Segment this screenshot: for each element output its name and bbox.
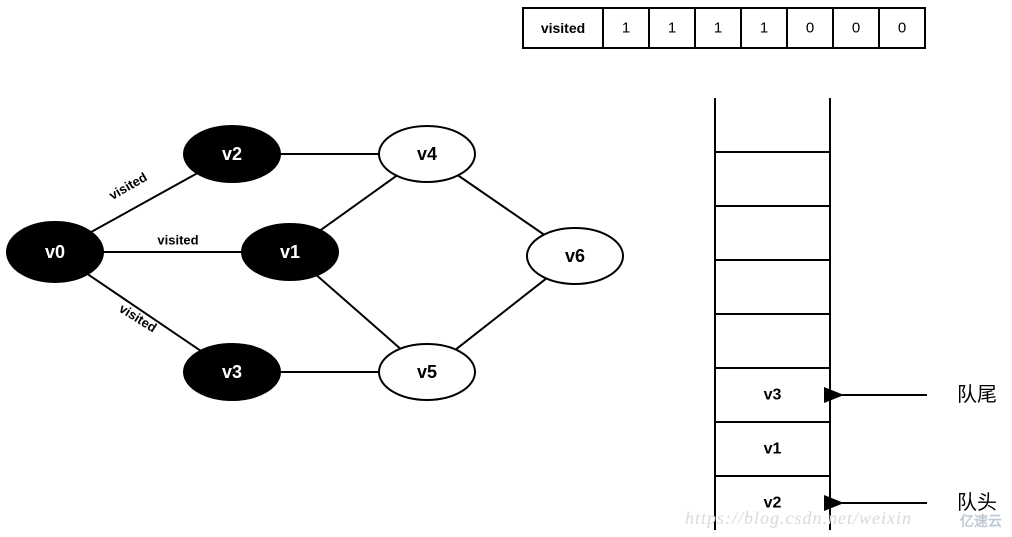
node-label: v5 xyxy=(417,362,437,382)
node-label: v2 xyxy=(222,144,242,164)
node-label: v4 xyxy=(417,144,437,164)
node-label: v3 xyxy=(222,362,242,382)
queue-pointer-label: 队尾 xyxy=(957,383,997,406)
visited-cell: 1 xyxy=(622,20,630,37)
node-label: v6 xyxy=(565,246,585,266)
edge xyxy=(320,176,396,231)
queue-cell: v1 xyxy=(764,441,782,458)
edge xyxy=(456,278,547,349)
visited-cell: 0 xyxy=(806,20,814,37)
edge-label: visited xyxy=(117,301,160,336)
visited-cell: 1 xyxy=(714,20,722,37)
queue-cell: v3 xyxy=(764,387,782,404)
visited-cell: 0 xyxy=(852,20,860,37)
node-label: v1 xyxy=(280,242,300,262)
queue-pointer-label: 队头 xyxy=(957,491,997,514)
edge xyxy=(458,175,544,234)
visited-cell: 1 xyxy=(668,20,676,37)
queue-cell: v2 xyxy=(764,495,782,512)
visited-cell: 0 xyxy=(898,20,906,37)
visited-cell: 1 xyxy=(760,20,768,37)
edge-label: visited xyxy=(106,169,149,203)
edge xyxy=(317,275,401,348)
queue: v3 v1 v2 xyxy=(715,98,830,530)
graph-nodes: v0 v2 v1 v3 v4 v5 v6 xyxy=(7,126,623,400)
node-label: v0 xyxy=(45,242,65,262)
edge-label: visited xyxy=(157,233,198,248)
visited-table: visited 1 1 1 1 0 0 0 xyxy=(523,8,925,48)
visited-header: visited xyxy=(541,20,585,36)
